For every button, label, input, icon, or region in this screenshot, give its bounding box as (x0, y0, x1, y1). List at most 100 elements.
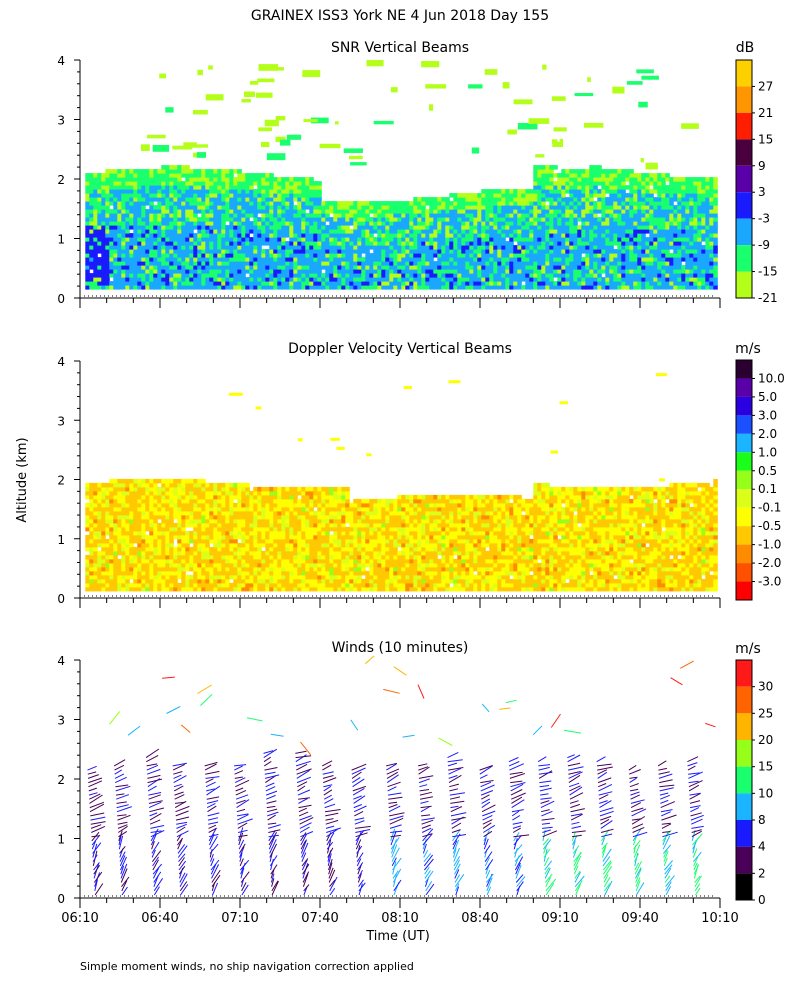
snr-cell (193, 233, 198, 238)
snr-cell (529, 189, 534, 194)
snr-cell (705, 253, 710, 258)
snr-cell (301, 177, 306, 182)
snr-cell (157, 241, 162, 246)
snr-cell (229, 205, 234, 210)
doppler-cell (89, 558, 94, 564)
snr-cell (153, 209, 158, 214)
snr-cell (709, 217, 714, 222)
snr-cell (97, 269, 102, 274)
doppler-cell (109, 570, 114, 576)
snr-cell (689, 269, 694, 274)
snr-cell (301, 273, 306, 278)
snr-cell (449, 209, 454, 214)
snr-cell (309, 213, 314, 218)
snr-cell (553, 229, 558, 234)
snr-cell (361, 237, 366, 242)
snr-cell (485, 189, 490, 194)
snr-cell (193, 209, 198, 214)
doppler-cell (145, 586, 150, 592)
snr-cell (565, 201, 570, 206)
snr-cell (237, 237, 242, 242)
doppler-cell (153, 582, 158, 588)
snr-cell (241, 177, 246, 182)
snr-cell (369, 261, 374, 266)
snr-cell (153, 281, 158, 286)
snr-cell (345, 261, 350, 266)
doppler-cell (129, 558, 134, 564)
doppler-cell (109, 522, 114, 528)
snr-cell (433, 245, 438, 250)
snr-cell (329, 225, 334, 230)
snr-cell (649, 173, 654, 178)
snr-cell (521, 209, 526, 214)
snr-cell (565, 189, 570, 194)
snr-cell (125, 177, 130, 182)
snr-cell (85, 173, 90, 178)
snr-cell (701, 185, 706, 190)
snr-cell (113, 229, 118, 234)
snr-cell (173, 273, 178, 278)
snr-cell (193, 201, 198, 206)
snr-cell (325, 281, 330, 286)
snr-cell (177, 277, 182, 282)
snr-cell (617, 261, 622, 266)
snr-cell (105, 281, 110, 286)
snr-cell (481, 197, 486, 202)
snr-cell (273, 245, 278, 250)
snr-cell (289, 269, 294, 274)
snr-cell (569, 245, 574, 250)
snr-cell (605, 169, 610, 174)
snr-cell (461, 233, 466, 238)
snr-cell (201, 189, 206, 194)
doppler-cell (117, 578, 122, 584)
snr-cell (593, 209, 598, 214)
snr-cell (549, 245, 554, 250)
doppler-cell (117, 494, 122, 500)
snr-cell (197, 237, 202, 242)
snr-cell (621, 241, 626, 246)
snr-cell (577, 189, 582, 194)
snr-cell (653, 225, 658, 230)
snr-cell (377, 241, 382, 246)
snr-cell (521, 213, 526, 218)
snr-cell (449, 233, 454, 238)
snr-cell (153, 245, 158, 250)
snr-cell (641, 249, 646, 254)
snr-cell (129, 237, 134, 242)
doppler-cell (137, 482, 142, 488)
snr-cell (465, 237, 470, 242)
snr-echo (266, 67, 284, 71)
snr-cell (241, 213, 246, 218)
snr-cell (417, 229, 422, 234)
snr-cell (409, 257, 414, 262)
snr-cell (409, 213, 414, 218)
snr-cell (629, 281, 634, 286)
snr-cell (445, 285, 450, 290)
doppler-cell (149, 478, 154, 484)
snr-cell (665, 257, 670, 262)
snr-cell (265, 233, 270, 238)
snr-cell (169, 217, 174, 222)
snr-cell (261, 185, 266, 190)
snr-cell (297, 181, 302, 186)
colorbar-label: -21 (758, 291, 778, 305)
snr-cell (389, 225, 394, 230)
doppler-cell (157, 510, 162, 516)
snr-cell (117, 169, 122, 174)
snr-cell (525, 197, 530, 202)
snr-cell (125, 181, 130, 186)
snr-cell (205, 213, 210, 218)
snr-cell (221, 181, 226, 186)
snr-cell (485, 257, 490, 262)
snr-echo (275, 136, 286, 143)
snr-cell (117, 221, 122, 226)
snr-cell (409, 261, 414, 266)
snr-cell (653, 181, 658, 186)
snr-cell (185, 241, 190, 246)
snr-cell (113, 233, 118, 238)
doppler-cell (105, 566, 110, 572)
snr-cell (305, 245, 310, 250)
snr-cell (701, 233, 706, 238)
snr-cell (505, 213, 510, 218)
snr-cell (257, 233, 262, 238)
